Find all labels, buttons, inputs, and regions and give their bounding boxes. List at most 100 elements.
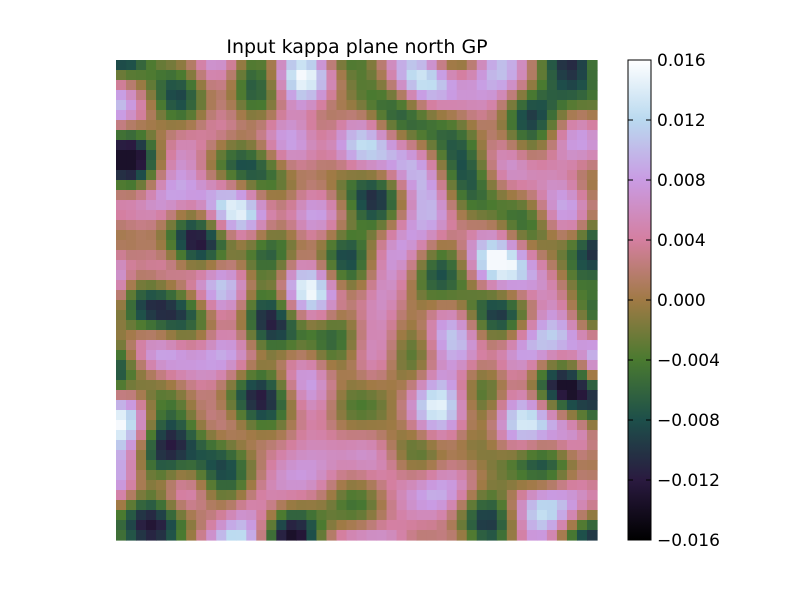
heatmap-cell xyxy=(456,210,468,221)
heatmap-cell xyxy=(576,190,588,201)
heatmap-cell xyxy=(196,280,207,291)
heatmap-cell xyxy=(336,520,348,531)
heatmap-cell xyxy=(456,70,468,81)
heatmap-cell xyxy=(226,350,237,361)
heatmap-cell xyxy=(186,170,197,181)
heatmap-cell xyxy=(286,320,297,331)
heatmap-cell xyxy=(346,290,358,301)
heatmap-cell xyxy=(166,290,177,301)
heatmap-cell xyxy=(326,460,338,471)
heatmap-cell xyxy=(226,320,237,331)
heatmap-cell xyxy=(136,470,147,481)
heatmap-cell xyxy=(426,110,438,121)
heatmap-cell xyxy=(486,220,498,231)
heatmap-cell xyxy=(376,70,388,81)
heatmap-cell xyxy=(326,150,338,161)
heatmap-cell xyxy=(256,380,267,391)
heatmap-cell xyxy=(526,470,538,481)
heatmap-cell xyxy=(476,450,488,461)
heatmap-cell xyxy=(196,460,207,471)
heatmap-cell xyxy=(386,380,398,391)
heatmap-cell xyxy=(356,450,368,461)
heatmap-cell xyxy=(576,70,588,81)
heatmap-cell xyxy=(376,480,388,491)
heatmap-cell xyxy=(496,500,508,511)
heatmap-cell xyxy=(136,280,147,291)
heatmap-cell xyxy=(396,300,408,311)
heatmap-cell xyxy=(436,180,448,191)
heatmap-cell xyxy=(256,170,267,181)
heatmap-cell xyxy=(266,210,277,221)
heatmap-cell xyxy=(506,220,518,231)
heatmap-cell xyxy=(366,270,378,281)
heatmap-cell xyxy=(136,150,147,161)
heatmap-cell xyxy=(146,290,157,301)
heatmap-cell xyxy=(446,490,458,501)
heatmap-cell xyxy=(376,400,388,411)
heatmap-cell xyxy=(506,180,518,191)
heatmap-cell xyxy=(466,320,478,331)
heatmap-cell xyxy=(396,460,408,471)
heatmap-cell xyxy=(476,340,488,351)
heatmap-cell xyxy=(276,240,287,251)
heatmap-cell xyxy=(496,150,508,161)
heatmap-cell xyxy=(486,460,498,471)
heatmap-cell xyxy=(156,520,167,531)
heatmap-cell xyxy=(196,220,207,231)
heatmap-cell xyxy=(116,250,127,261)
heatmap-cell xyxy=(196,510,207,521)
heatmap-cell xyxy=(416,240,428,251)
heatmap-cell xyxy=(306,190,318,201)
heatmap-cell xyxy=(166,110,177,121)
heatmap-cell xyxy=(556,100,568,111)
heatmap-cell xyxy=(376,270,388,281)
heatmap-cell xyxy=(346,340,358,351)
heatmap-cell xyxy=(486,300,498,311)
heatmap-cell xyxy=(286,140,297,151)
heatmap-cell xyxy=(346,330,358,341)
heatmap-cell xyxy=(226,440,237,451)
heatmap-cell xyxy=(226,140,237,151)
heatmap-cell xyxy=(346,510,358,521)
heatmap-cell xyxy=(386,60,398,71)
heatmap-cell xyxy=(576,120,588,131)
heatmap-cell xyxy=(226,430,237,441)
heatmap-cell xyxy=(406,350,418,361)
heatmap-cell xyxy=(586,410,598,421)
heatmap-cell xyxy=(416,420,428,431)
heatmap-cell xyxy=(306,390,318,401)
heatmap-cell xyxy=(126,160,137,171)
heatmap-cell xyxy=(306,340,318,351)
heatmap-cell xyxy=(236,460,247,471)
heatmap-cell xyxy=(246,500,257,511)
heatmap-cell xyxy=(186,240,197,251)
heatmap-cell xyxy=(516,160,528,171)
heatmap-cell xyxy=(206,150,217,161)
heatmap-cell xyxy=(356,330,368,341)
heatmap-cell xyxy=(196,450,207,461)
heatmap-cell xyxy=(536,190,548,201)
heatmap-cell xyxy=(516,240,528,251)
heatmap-cell xyxy=(496,130,508,141)
heatmap-cell xyxy=(346,370,358,381)
heatmap-cell xyxy=(186,70,197,81)
heatmap-cell xyxy=(556,350,568,361)
heatmap-cell xyxy=(476,210,488,221)
heatmap-cell xyxy=(256,160,267,171)
heatmap-cell xyxy=(536,200,548,211)
heatmap-cell xyxy=(186,330,197,341)
heatmap-cell xyxy=(236,170,247,181)
heatmap-cell xyxy=(346,250,358,261)
heatmap-cell xyxy=(336,490,348,501)
heatmap-cell xyxy=(146,130,157,141)
heatmap-cell xyxy=(566,510,578,521)
heatmap-cell xyxy=(526,330,538,341)
heatmap-cell xyxy=(216,330,227,341)
heatmap-cell xyxy=(256,310,267,321)
heatmap-cell xyxy=(496,100,508,111)
heatmap-cell xyxy=(386,110,398,121)
heatmap-cell xyxy=(326,330,338,341)
heatmap-cell xyxy=(116,530,127,541)
heatmap-cell xyxy=(456,90,468,101)
heatmap-cell xyxy=(476,470,488,481)
